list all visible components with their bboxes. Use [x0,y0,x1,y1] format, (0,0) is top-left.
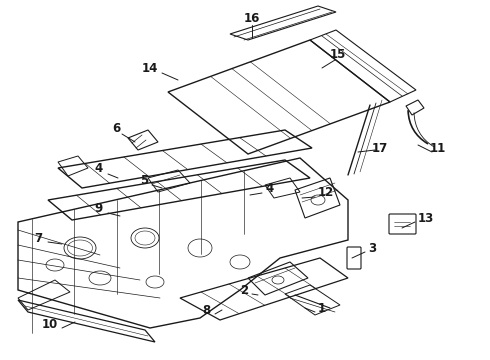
Text: 14: 14 [142,62,158,75]
Text: 16: 16 [244,12,260,24]
Text: 2: 2 [240,284,248,297]
Text: 7: 7 [34,231,42,244]
Text: 4: 4 [265,181,273,194]
Text: 12: 12 [318,185,334,198]
Text: 4: 4 [95,162,103,175]
Text: 17: 17 [372,141,388,154]
Text: 3: 3 [368,242,376,255]
Text: 6: 6 [112,122,120,135]
Text: 5: 5 [140,174,148,186]
Text: 15: 15 [330,49,346,62]
Text: 1: 1 [318,302,326,315]
Text: 13: 13 [418,211,434,225]
Text: 8: 8 [202,303,210,316]
Text: 11: 11 [430,141,446,154]
Text: 10: 10 [42,319,58,332]
Text: 9: 9 [95,202,103,215]
